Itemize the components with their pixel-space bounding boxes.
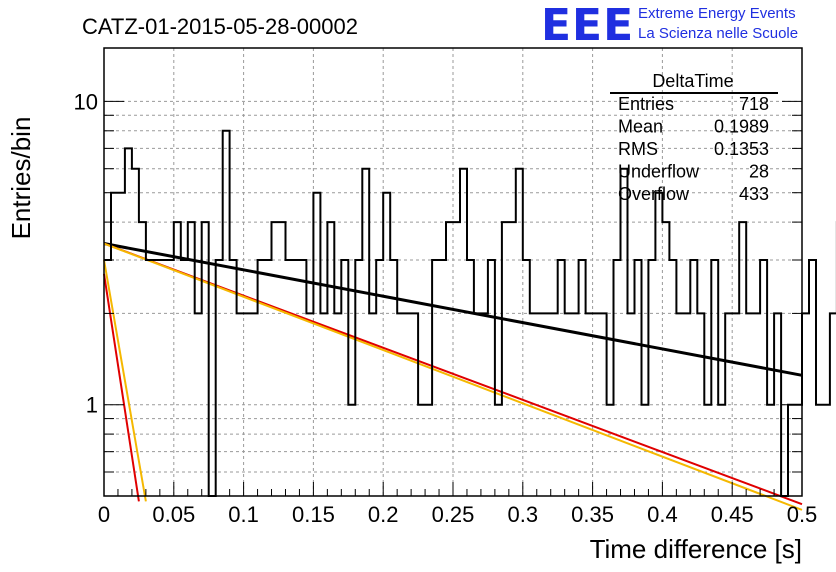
y-tick-labels: 1 10 — [74, 89, 98, 417]
stats-value: 28 — [749, 162, 769, 182]
stats-label: RMS — [618, 139, 658, 159]
stats-value: 0.1353 — [714, 139, 769, 159]
x-tick-label: 0.1 — [228, 502, 259, 527]
stats-value: 433 — [739, 184, 769, 204]
y-tick-label: 1 — [86, 393, 98, 418]
stats-value: 718 — [739, 94, 769, 114]
x-tick-label: 0.3 — [508, 502, 539, 527]
fit-line — [103, 242, 803, 377]
fit-curves — [103, 242, 803, 511]
stats-box: DeltaTime Entries 718 Mean 0.1989 RMS 0.1353 U… — [610, 71, 778, 204]
stats-rows: Entries 718 Mean 0.1989 RMS 0.1353 Underflow 28… — [618, 94, 769, 204]
x-tick-label: 0 — [98, 502, 110, 527]
stats-label: Mean — [618, 117, 663, 137]
histogram — [104, 129, 836, 497]
x-tick-labels: 0 0.05 0.1 0.15 0.2 0.25 0.3 0.35 0.4 0.45 0.5 — [98, 502, 817, 527]
stats-label: Underflow — [618, 162, 700, 182]
x-axis-title: Time difference [s] — [590, 534, 802, 564]
fit-line — [103, 242, 803, 511]
x-tick-label: 0.05 — [152, 502, 195, 527]
x-tick-label: 0.15 — [292, 502, 335, 527]
stats-label: Overflow — [618, 184, 690, 204]
y-tick-label: 10 — [74, 89, 98, 114]
grid — [104, 48, 802, 496]
stats-value: 0.1989 — [714, 117, 769, 137]
logo-line2: La Scienza nelle Scuole — [638, 25, 798, 42]
eee-logo: EEE Extreme Energy Events La Scienza nel… — [541, 0, 798, 51]
x-tick-label: 0.5 — [787, 502, 818, 527]
x-tick-label: 0.2 — [368, 502, 399, 527]
axis-ticks — [103, 100, 803, 496]
fit-line — [103, 273, 140, 502]
x-tick-label: 0.25 — [432, 502, 475, 527]
x-tick-label: 0.35 — [571, 502, 614, 527]
chart-title: CATZ-01-2015-05-28-00002 — [82, 14, 358, 39]
x-tick-label: 0.45 — [711, 502, 754, 527]
x-tick-label: 0.4 — [647, 502, 678, 527]
stats-label: Entries — [618, 94, 674, 114]
stats-name: DeltaTime — [652, 71, 733, 91]
y-axis-title: Entries/bin — [6, 117, 36, 240]
logo-letters: EEE — [541, 0, 634, 51]
fit-line — [103, 259, 147, 502]
logo-line1: Extreme Energy Events — [638, 5, 796, 22]
